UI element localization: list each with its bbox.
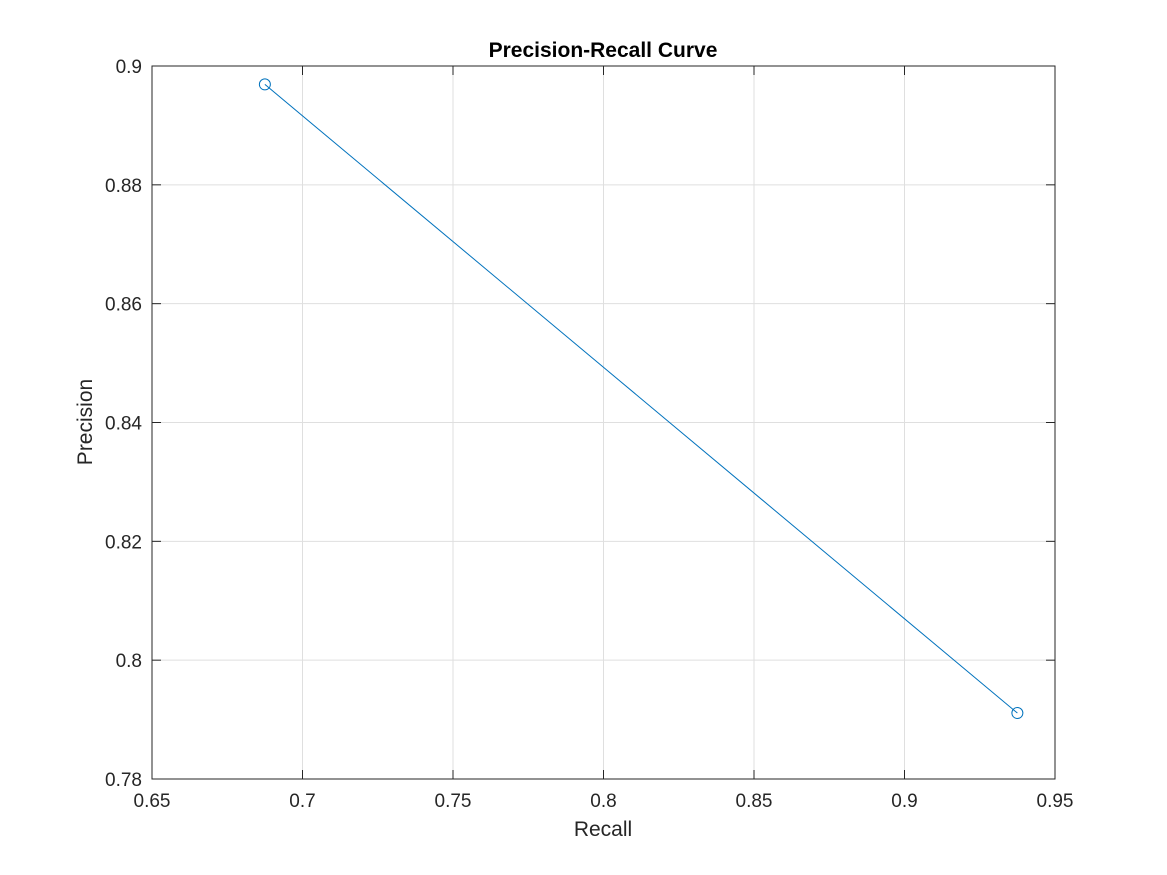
axes-box [151, 65, 1056, 780]
y-tick-label: 0.8 [116, 651, 142, 672]
y-tick-label: 0.9 [116, 57, 142, 78]
x-axis-label: Recall [574, 818, 632, 841]
y-tick-label: 0.82 [105, 532, 142, 553]
y-tick-label: 0.88 [105, 176, 142, 197]
y-tick-label: 0.78 [105, 770, 142, 791]
x-tick-labels: 0.65 0.7 0.75 0.8 0.85 0.9 0.95 [134, 791, 1074, 812]
series-layer [258, 78, 1024, 720]
x-tick-label: 0.85 [736, 791, 773, 812]
x-tick-label: 0.95 [1037, 791, 1074, 812]
x-tick-label: 0.9 [891, 791, 917, 812]
y-axis-label: Precision [74, 379, 97, 465]
data-point-marker [1011, 707, 1024, 720]
grid-lines [152, 66, 1055, 779]
x-tick-label: 0.65 [134, 791, 171, 812]
chart-title: Precision-Recall Curve [489, 39, 718, 62]
y-tick-labels: 0.78 0.8 0.82 0.84 0.86 0.88 0.9 [105, 57, 142, 791]
y-tick-label: 0.84 [105, 414, 142, 435]
data-point-marker [258, 78, 271, 91]
series-line [264, 84, 1018, 714]
x-tick-label: 0.7 [289, 791, 315, 812]
y-tick-label: 0.86 [105, 295, 142, 316]
x-tick-label: 0.75 [435, 791, 472, 812]
x-tick-label: 0.8 [590, 791, 616, 812]
